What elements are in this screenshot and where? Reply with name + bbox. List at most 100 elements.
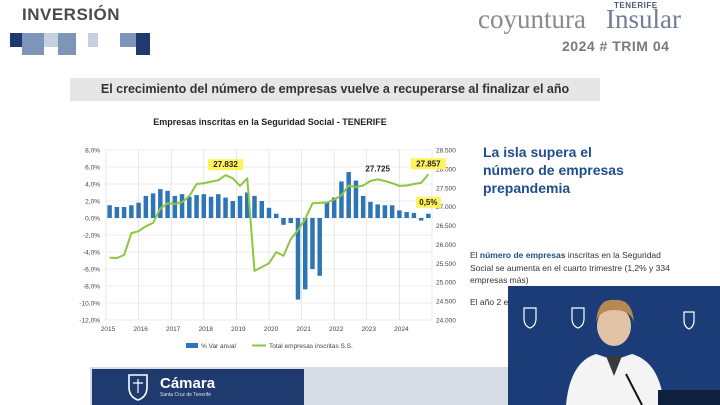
bar — [281, 218, 286, 225]
speaker-person-icon — [566, 299, 664, 405]
bar — [223, 197, 228, 218]
bar — [360, 195, 366, 218]
side-paragraph-1: El número de empresas inscritas en la Se… — [470, 249, 670, 287]
line-series — [109, 173, 430, 272]
x-tick-label: 2018 — [199, 326, 214, 333]
y-right-tick-label: 27.000 — [436, 204, 456, 211]
x-tick-label: 2023 — [362, 326, 377, 333]
bar — [237, 195, 243, 218]
y-right-tick-label: 27.500 — [436, 185, 456, 192]
bar — [331, 197, 337, 218]
y-right-tick-label: 24.000 — [436, 318, 456, 325]
cabildo-shield-icon — [128, 374, 148, 401]
y-left-tick-label: -2,0% — [83, 233, 100, 240]
y-left-tick-label: 4,0% — [85, 182, 100, 189]
bar — [266, 207, 272, 218]
annotation-label: 27.725 — [365, 164, 390, 173]
y-left-tick-label: 2,0% — [85, 199, 100, 206]
y-right-tick-label: 28.000 — [436, 166, 456, 173]
bar — [114, 206, 120, 218]
annotation-label: 27.857 — [416, 159, 441, 168]
bar — [158, 189, 163, 218]
x-tick-label: 2022 — [329, 326, 344, 333]
camara-logo-subtitle: Santa Cruz de Tenerife — [160, 392, 212, 398]
bar — [339, 181, 344, 218]
bar — [426, 213, 431, 218]
y-left-tick-label: 6,0% — [85, 165, 100, 172]
para1-highlight: número de empresas — [479, 250, 566, 260]
bar — [397, 210, 402, 218]
side-heading: La isla supera el número de empresas pre… — [483, 144, 624, 196]
y-right-tick-label: 26.000 — [436, 242, 456, 249]
y-right-tick-label: 25.500 — [436, 261, 456, 268]
x-tick-label: 2019 — [231, 326, 246, 333]
y-left-tick-label: -10,0% — [79, 301, 100, 308]
para1-after: inscritas en la Seguridad Social se aume… — [470, 250, 670, 285]
y-left-tick-label: 0,0% — [85, 216, 100, 223]
bar — [389, 205, 395, 218]
x-tick-label: 2024 — [394, 326, 409, 333]
y-left-tick-label: -4,0% — [83, 250, 100, 257]
para1-before: El — [470, 250, 480, 260]
bar — [317, 218, 322, 276]
annotation-label: 0,5% — [419, 198, 437, 207]
bar — [346, 172, 351, 218]
y-right-tick-label: 25.000 — [436, 280, 456, 287]
presenter-video — [508, 286, 720, 405]
bar — [353, 180, 359, 218]
chart-title: Empresas inscritas en la Seguridad Socia… — [153, 117, 387, 127]
bar — [259, 201, 265, 218]
y-left-tick-label: -8,0% — [83, 284, 100, 291]
bar — [230, 201, 236, 218]
x-tick-label: 2015 — [101, 326, 116, 333]
annotation-label: 27.832 — [213, 160, 238, 169]
bar — [295, 218, 301, 300]
legend-label: Total empresas inscritas S.S. — [269, 343, 353, 350]
headline-text: El crecimiento del número de empresas vu… — [100, 82, 570, 96]
x-tick-label: 2016 — [133, 326, 148, 333]
bar — [411, 212, 417, 218]
bar — [136, 202, 141, 218]
bar — [310, 218, 315, 269]
annotation-highlight — [415, 196, 441, 208]
section-title: INVERSIÓN — [22, 5, 121, 24]
x-tick-label: 2021 — [296, 326, 311, 333]
y-left-tick-label: 8,0% — [85, 148, 100, 155]
legend-swatch-bar — [186, 343, 198, 348]
cabildo-shield-icon — [523, 307, 695, 330]
bar — [143, 195, 149, 218]
y-left-tick-label: -12,0% — [79, 318, 100, 325]
side-paragraph-2: El año 2 empresa — [470, 297, 520, 307]
annotation-highlight — [207, 159, 244, 171]
headline-bar: El crecimiento del número de empresas vu… — [70, 78, 600, 101]
brand-tag: TENERIFE — [614, 1, 658, 10]
bar — [375, 204, 380, 218]
bar — [216, 194, 221, 218]
y-right-tick-label: 26.500 — [436, 223, 456, 230]
bar — [129, 205, 134, 218]
camara-logo-text: Cámara — [160, 375, 216, 392]
bar — [252, 195, 257, 218]
y-right-tick-label: 28.500 — [436, 148, 456, 155]
bar — [418, 218, 424, 221]
bar — [382, 205, 388, 218]
brand-logo: coyuntura Insular TENERIFE — [478, 1, 718, 38]
bar — [302, 218, 308, 290]
y-right-tick-label: 24.500 — [436, 299, 456, 306]
header-decorative-squares — [10, 33, 152, 55]
period-label: 2024 # TRIM 04 — [562, 38, 670, 54]
bar — [368, 201, 373, 218]
y-left-tick-label: -6,0% — [83, 267, 100, 274]
bar — [187, 196, 192, 218]
bar — [107, 205, 112, 218]
bar — [179, 194, 185, 218]
bar — [324, 201, 330, 218]
speaker-desk — [658, 390, 720, 405]
bar — [288, 218, 293, 224]
x-tick-label: 2020 — [264, 326, 279, 333]
bar — [150, 193, 156, 218]
footer-logo-box — [92, 369, 304, 405]
bar — [172, 195, 178, 218]
x-tick-label: 2017 — [166, 326, 181, 333]
bar — [121, 206, 127, 218]
